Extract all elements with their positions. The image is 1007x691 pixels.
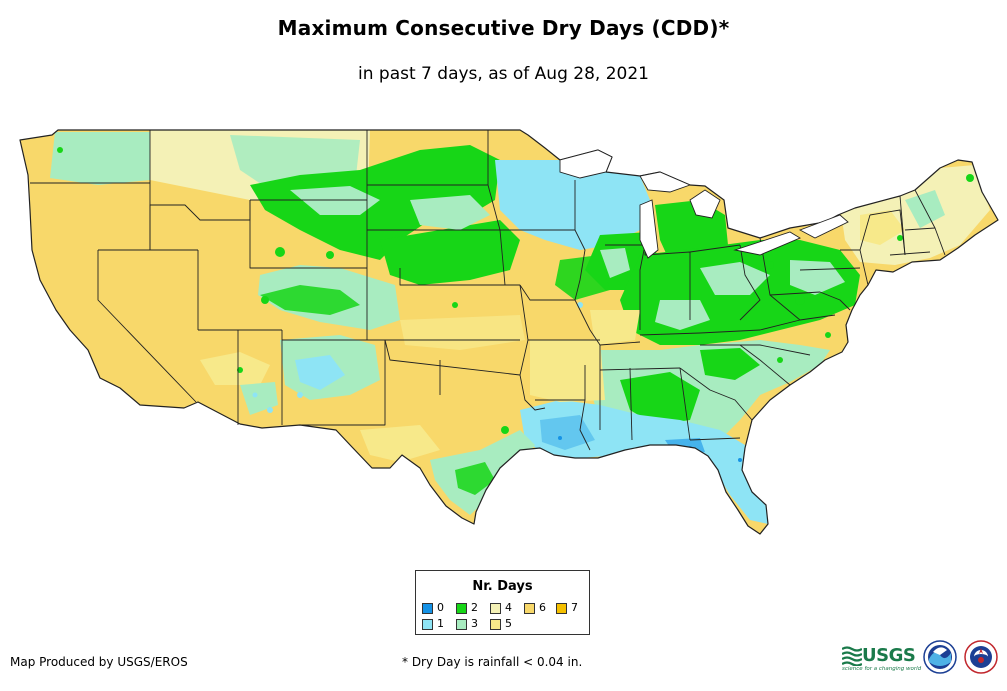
map-subtitle: in past 7 days, as of Aug 28, 2021 [358, 64, 649, 84]
legend-label-6: 6 [539, 601, 546, 614]
footnote-text: * Dry Day is rainfall < 0.04 in. [402, 655, 583, 669]
legend-swatch-1 [422, 619, 433, 630]
legend-swatch-3 [456, 619, 467, 630]
credit-text: Map Produced by USGS/EROS [10, 655, 188, 669]
legend-label-5: 5 [505, 617, 512, 630]
noaa-logo-icon [923, 640, 957, 674]
legend-label-4: 4 [505, 601, 512, 614]
legend: Nr. Days 0 1 2 3 4 5 6 7 [415, 570, 590, 635]
usgs-wordmark: USGS [862, 645, 916, 666]
usgs-logo: USGS science for a changing world [842, 642, 922, 676]
legend-label-7: 7 [571, 601, 578, 614]
legend-label-2: 2 [471, 601, 478, 614]
legend-swatch-4 [490, 603, 501, 614]
legend-swatch-7 [556, 603, 567, 614]
map-title: Maximum Consecutive Dry Days (CDD)* [277, 16, 730, 40]
legend-label-1: 1 [437, 617, 444, 630]
legend-swatch-0 [422, 603, 433, 614]
nws-logo-icon [964, 640, 998, 674]
legend-swatch-6 [524, 603, 535, 614]
legend-swatch-2 [456, 603, 467, 614]
legend-title: Nr. Days [472, 579, 533, 594]
cdd-map [19, 129, 999, 535]
legend-label-3: 3 [471, 617, 478, 630]
usgs-tagline: science for a changing world [842, 666, 922, 672]
usgs-wave-icon [842, 646, 862, 666]
legend-label-0: 0 [437, 601, 444, 614]
legend-swatch-5 [490, 619, 501, 630]
